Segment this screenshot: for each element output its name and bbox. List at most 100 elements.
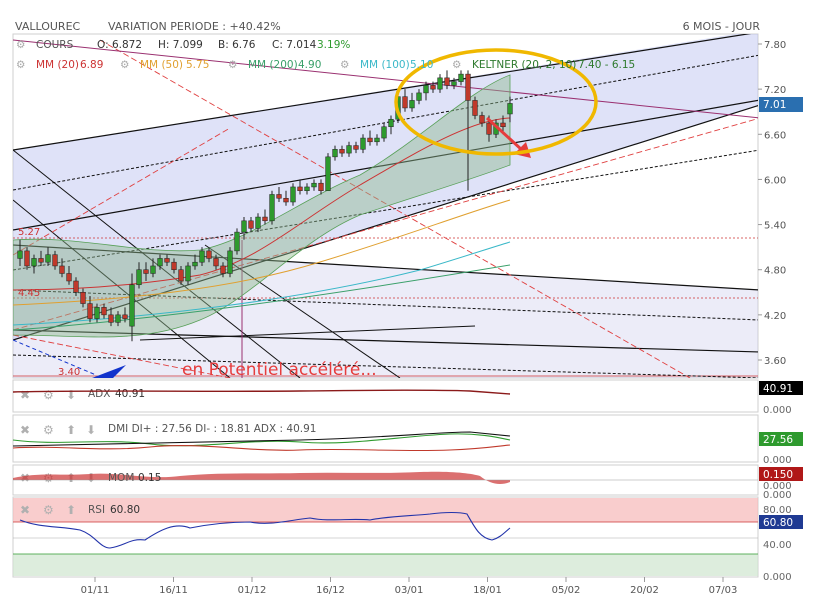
candle-body [325, 156, 331, 191]
candle-body [304, 186, 310, 191]
current-price-badge [759, 97, 803, 112]
ticker-title: VALLOUREC [15, 20, 81, 33]
candle-body [199, 250, 205, 263]
arrow-up-icon[interactable]: ⬆ [66, 423, 76, 437]
gear-icon[interactable]: ⚙ [43, 388, 54, 402]
change-value: 3.19% [317, 39, 350, 51]
date-tick-3: 16/12 [316, 585, 345, 596]
close-icon[interactable]: ✖ [20, 388, 30, 402]
candle-body [38, 258, 44, 263]
candle-body [269, 194, 275, 222]
candle-body [472, 100, 478, 116]
mom-badge [759, 467, 803, 481]
mom-value: 0.15 [138, 472, 161, 484]
arrow-up-icon[interactable]: ⬆ [66, 503, 76, 517]
cours-label: COURS [36, 39, 74, 51]
date-axis: 01/11 16/11 01/12 16/12 03/01 18/01 05/02 20/02… [81, 577, 737, 596]
candle-body [171, 261, 177, 270]
adx-controls: ✖ ⚙ ⬇ [20, 388, 76, 402]
mm100-settings-icon[interactable]: ⚙ [340, 59, 349, 71]
candle-body [80, 292, 86, 304]
mm50-settings-icon[interactable]: ⚙ [120, 59, 129, 71]
rsi-badge [759, 515, 803, 529]
mm100-value: 5.10 [410, 59, 433, 71]
gear-icon[interactable]: ⚙ [43, 423, 54, 437]
candle-body [479, 115, 485, 124]
date-tick-5: 18/01 [473, 585, 502, 596]
mom-scale-top: 0.000 [763, 481, 792, 492]
dmi-badge [759, 432, 803, 446]
mm20-value: 6.89 [80, 59, 103, 71]
rsi-label: RSI [88, 504, 105, 516]
candle-body [248, 220, 254, 229]
legend-cours: ⚙ COURS O: 6.872 H: 7.099 B: 6.76 C: 7.0… [16, 39, 350, 51]
annotation-text: en Potentiel accéléré... [182, 360, 377, 380]
arrow-down-icon[interactable]: ⬇ [86, 423, 96, 437]
candle-body [185, 265, 191, 282]
candle-body [500, 122, 506, 128]
mom-scale-bottom: 0.000 [763, 490, 792, 501]
price-tick-0: 7.80 [764, 40, 786, 51]
date-tick-7: 20/02 [630, 585, 659, 596]
candle-body [129, 284, 135, 327]
candle-body [409, 100, 415, 109]
mm20-line [13, 117, 511, 291]
period-selector[interactable]: 6 MOIS - JOUR [683, 20, 761, 33]
mm200-settings-icon[interactable]: ⚙ [228, 59, 237, 71]
mm20-settings-icon[interactable]: ⚙ [16, 59, 25, 71]
candle-body [17, 250, 23, 259]
rsi-line [19, 511, 511, 549]
date-tick-0: 01/11 [81, 585, 110, 596]
mom-label: MOM [108, 472, 134, 484]
dmi-badge-value: 27.56 [763, 434, 793, 446]
rsi-40-tick: 40.00 [763, 540, 792, 551]
candle-body [73, 280, 79, 293]
candle-body [311, 182, 317, 188]
mm200-line [13, 264, 511, 331]
candle-body [24, 250, 30, 267]
open-value: O: 6.872 [97, 39, 142, 51]
high-value: H: 7.099 [158, 39, 203, 51]
candle-body [59, 265, 65, 274]
adx-value: 40.91 [115, 388, 145, 400]
keltner-settings-icon[interactable]: ⚙ [452, 59, 461, 71]
candle-body [430, 85, 436, 90]
close-value: C: 7.014 [272, 39, 317, 51]
date-tick-1: 16/11 [159, 585, 188, 596]
close-icon[interactable]: ✖ [20, 423, 30, 437]
gear-icon[interactable]: ⚙ [43, 503, 54, 517]
candle-body [276, 194, 282, 199]
dmi-label: DMI DI+ : 27.56 DI- : 18.81 ADX : 40.91 [108, 423, 316, 435]
date-tick-6: 05/02 [552, 585, 581, 596]
adx-label: ADX [88, 388, 110, 400]
keltner-value: 7.40 - 6.15 [578, 59, 635, 71]
keltner-label: KELTNER (20, 2, 10) [472, 59, 576, 71]
candle-body [458, 73, 464, 82]
adx-scale: 0.000 [763, 405, 792, 416]
low-value: B: 6.76 [218, 39, 256, 51]
candle-body [94, 307, 100, 319]
candle-body [192, 261, 198, 267]
date-tick-4: 03/01 [395, 585, 424, 596]
rsi-80-tick: 80.00 [763, 505, 792, 516]
candle-body [122, 314, 128, 319]
candles [17, 70, 513, 342]
candle-body [150, 265, 156, 274]
close-icon[interactable]: ✖ [20, 503, 30, 517]
level-label-527: 5.27 [18, 227, 40, 238]
candle-body [290, 186, 296, 203]
candle-body [241, 220, 247, 233]
candle-body [52, 254, 58, 267]
lower-channel-fill [13, 245, 758, 378]
candle-body [444, 77, 450, 86]
dmi-controls: ✖ ⚙ ⬆ ⬇ [20, 423, 96, 437]
mom-badge-value: 0.150 [763, 469, 793, 481]
candle-body [220, 265, 226, 274]
rsi-scale: 0.000 [763, 572, 792, 583]
candle-body [423, 85, 429, 94]
candle-body [115, 314, 121, 323]
adx-badge [759, 381, 803, 395]
settings-icon[interactable]: ⚙ [16, 39, 25, 51]
arrow-down-icon[interactable]: ⬇ [66, 388, 76, 402]
mm50-line [13, 199, 511, 306]
